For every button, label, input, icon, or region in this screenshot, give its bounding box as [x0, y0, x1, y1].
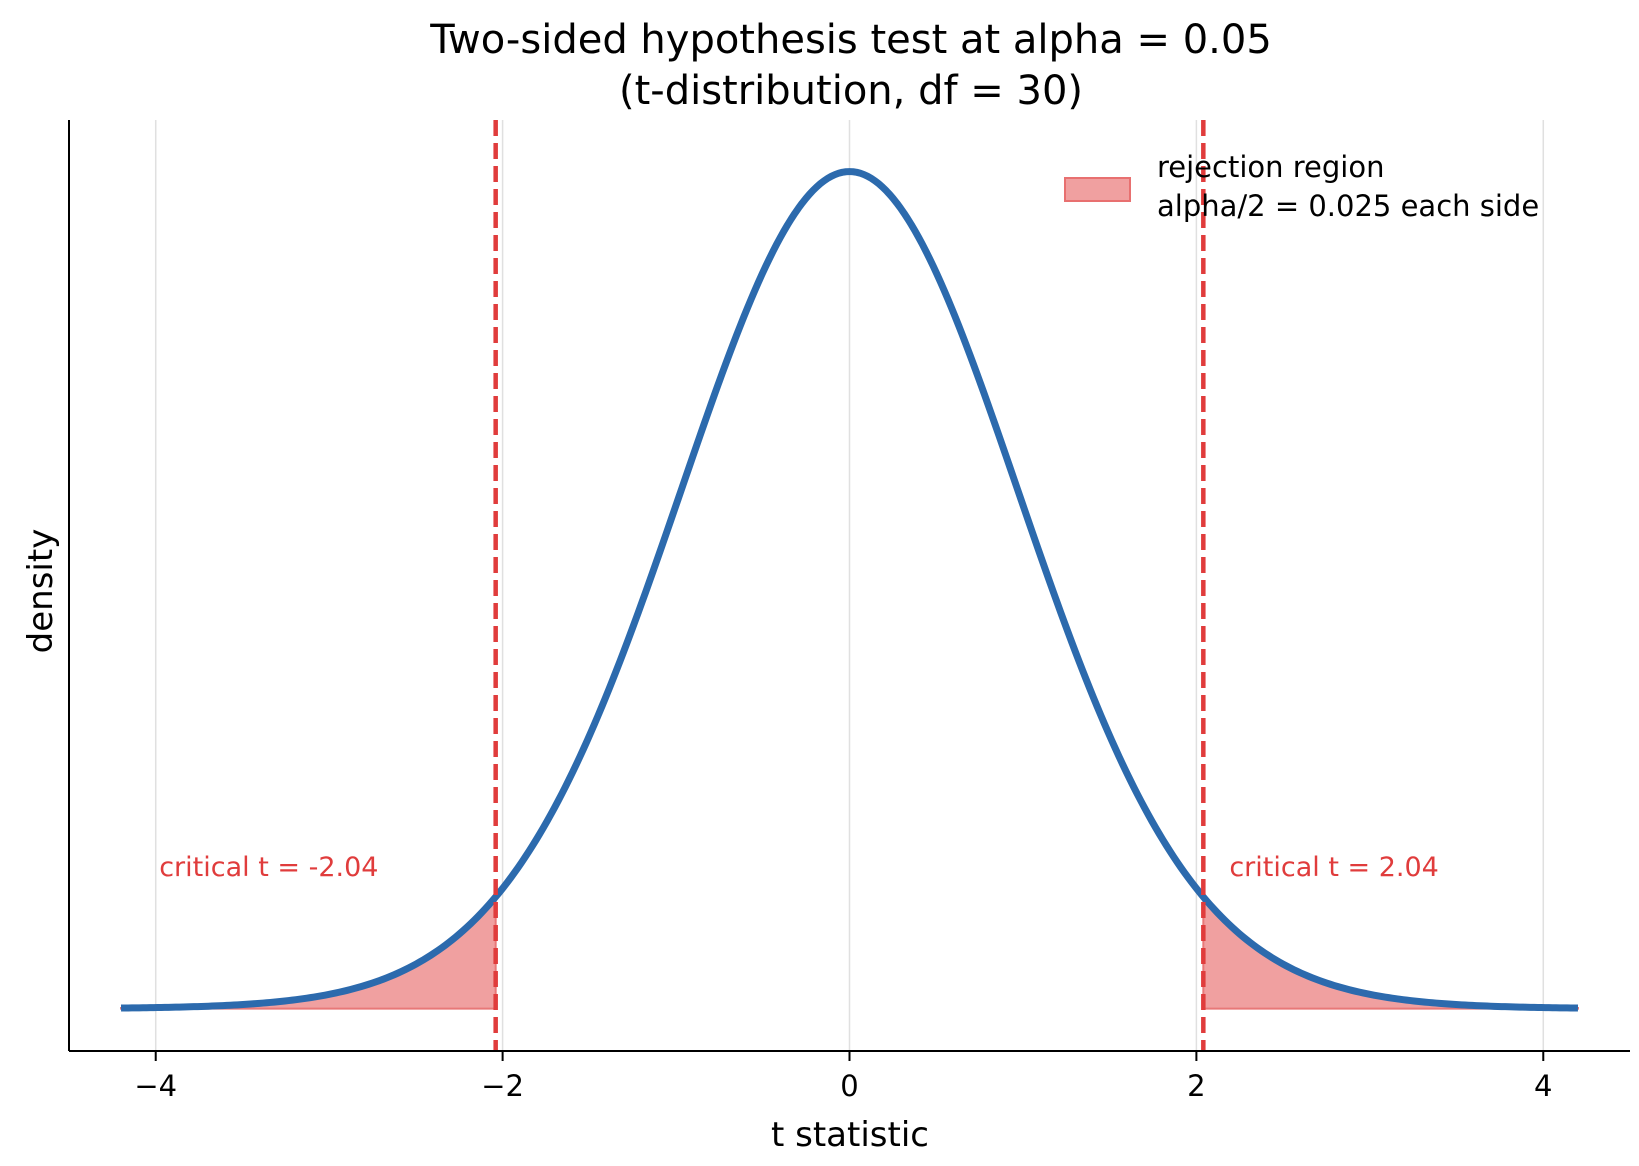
chart-title: Two-sided hypothesis test at alpha = 0.0… [429, 17, 1272, 63]
grid-lines [154, 120, 1545, 1051]
x-axis-label: t statistic [771, 1115, 929, 1155]
density-curve [120, 168, 1579, 1012]
x-tick-label: −4 [134, 1069, 177, 1103]
density-curve-group [120, 168, 1579, 1012]
x-tick-label: 0 [840, 1069, 858, 1103]
x-tick-label: 4 [1534, 1069, 1552, 1103]
legend: rejection region alpha/2 = 0.025 each sid… [1064, 150, 1539, 223]
legend-line: rejection region [1157, 150, 1384, 184]
legend-swatch [1064, 177, 1131, 202]
critical-lines: critical t = -2.04 critical t = 2.04 [159, 120, 1439, 1051]
chart-subtitle: (t-distribution, df = 30) [619, 68, 1083, 114]
critical-label-right: critical t = 2.04 [1229, 852, 1439, 883]
x-ticks: −4 −2 0 2 4 [134, 1051, 1553, 1103]
legend-label: rejection region alpha/2 = 0.025 each sid… [1157, 150, 1539, 223]
x-tick-label: −2 [481, 1069, 524, 1103]
legend-line: alpha/2 = 0.025 each side [1157, 189, 1539, 223]
y-axis-label: density [21, 529, 61, 654]
x-tick-label: 2 [1187, 1069, 1205, 1103]
critical-label-left: critical t = -2.04 [159, 852, 378, 883]
